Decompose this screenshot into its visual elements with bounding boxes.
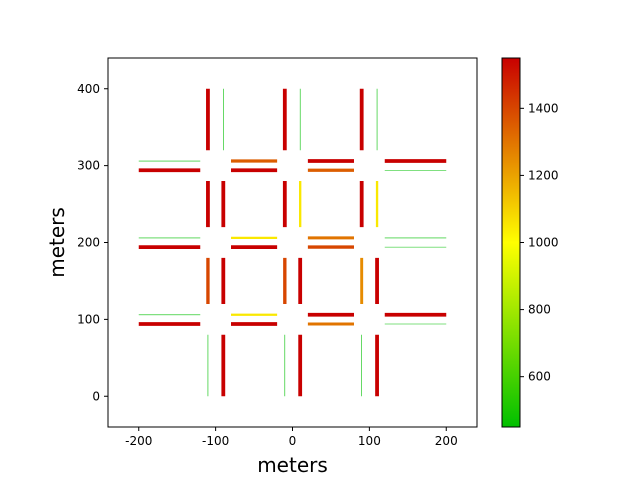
colorbar-ticks: 600 800 1000 1200 1400: [520, 101, 559, 384]
y-tick-label: 0: [92, 389, 100, 403]
colorbar-tick-label: 1200: [528, 168, 559, 182]
colorbar-tick-label: 1400: [528, 101, 559, 115]
x-tick-label: -100: [202, 434, 229, 448]
y-tick-label: 300: [77, 159, 100, 173]
y-axis-label: meters: [45, 207, 69, 278]
y-tick-label: 200: [77, 236, 100, 250]
x-tick-label: 200: [435, 434, 458, 448]
colorbar-tick-label: 800: [528, 303, 551, 317]
y-axis-ticks: 0 100 200 300 400: [77, 82, 108, 403]
colorbar: [501, 57, 521, 428]
colorbar-tick-label: 1000: [528, 236, 559, 250]
colorbar-tick-label: 600: [528, 370, 551, 384]
segments-layer: [138, 88, 447, 397]
y-tick-label: 400: [77, 82, 100, 96]
x-axis-label: meters: [257, 453, 328, 477]
x-tick-label: -200: [125, 434, 152, 448]
plot-area: [108, 58, 477, 427]
x-tick-label: 100: [358, 434, 381, 448]
x-axis-ticks: -200 -100 0 100 200: [125, 427, 458, 448]
x-tick-label: 0: [289, 434, 297, 448]
y-tick-label: 100: [77, 312, 100, 326]
